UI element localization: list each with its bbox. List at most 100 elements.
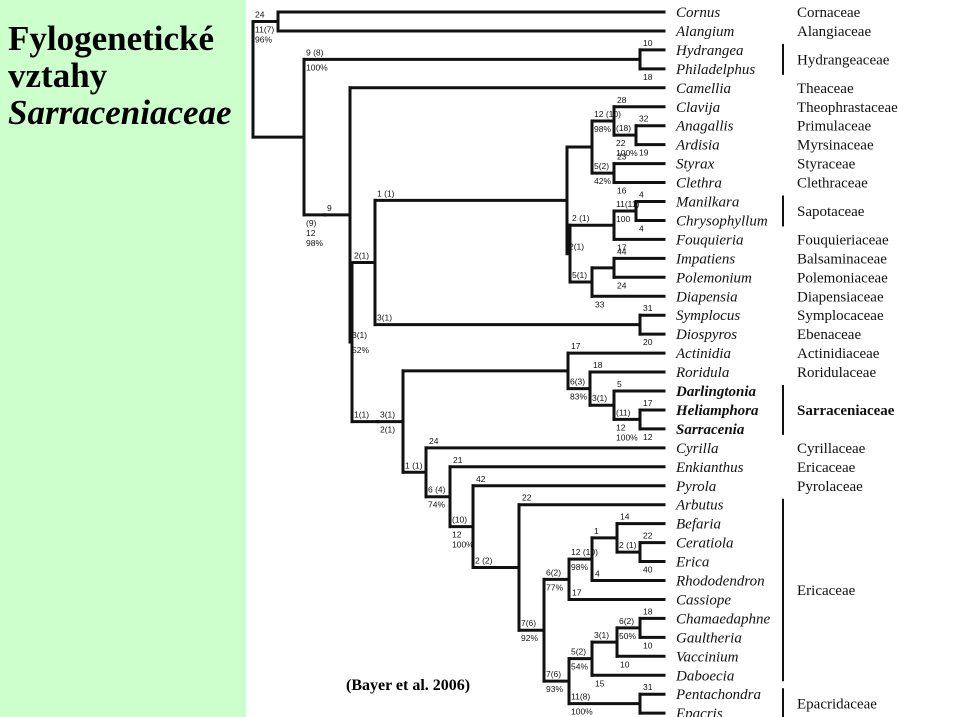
- taxon-label: Gaultheria: [676, 630, 742, 646]
- branch-support-label: 24: [617, 280, 627, 290]
- branch-support-label: 7(6): [521, 618, 536, 628]
- taxon-label: Vaccinium: [676, 649, 739, 665]
- taxon-label: Enkianthus: [675, 460, 744, 476]
- branch-support-label: 77%: [546, 582, 563, 592]
- branch-support-label: 17: [572, 587, 582, 597]
- taxon-label: Polemonium: [675, 270, 752, 286]
- family-label: Cyrillaceae: [797, 441, 866, 457]
- branch-support-label: 42%: [594, 176, 611, 186]
- page-title: Fylogenetické vztahy Sarraceniaceae: [8, 20, 232, 131]
- branch-support-label: 18: [643, 72, 653, 82]
- branch-support-label: 2(1): [380, 425, 395, 435]
- taxon-label: Symplocus: [676, 308, 740, 324]
- family-label: Sarraceniaceae: [797, 403, 895, 419]
- branch-support-label: 2(1): [569, 242, 584, 252]
- family-label: Styraceae: [797, 157, 856, 173]
- family-label: Theaceae: [797, 81, 854, 97]
- branch-support-label: 19: [639, 148, 649, 158]
- branch-support-label: 3(1): [377, 313, 392, 323]
- branch-support-label: 100%: [452, 540, 474, 550]
- family-label: Sapotaceae: [797, 204, 865, 220]
- branch-support-label: 2 (1): [619, 540, 637, 550]
- branch-support-label: 98%: [594, 124, 611, 134]
- branch-support-label: 92%: [521, 633, 538, 643]
- taxon-label: Chrysophyllum: [676, 213, 768, 229]
- taxon-label: Philadelphus: [675, 62, 755, 78]
- branch-support-label: 83%: [570, 392, 587, 402]
- branch-support-label: 11(8): [571, 692, 590, 702]
- branch-support-label: 24: [429, 436, 439, 446]
- branch-support-label: 12 (10): [571, 547, 598, 557]
- family-label: Polemoniaceae: [797, 270, 888, 286]
- branch-support-label: 6(3): [570, 377, 585, 387]
- branch-support-label: 24: [255, 9, 265, 19]
- taxon-label: Erica: [675, 555, 709, 571]
- taxon-label: Epacris: [675, 706, 723, 717]
- taxon-label: Rhododendron: [675, 574, 765, 590]
- branch-support-label: 17: [617, 242, 627, 252]
- family-label: Hydrangeaceae: [797, 52, 890, 68]
- branch-support-label: 31: [643, 303, 653, 313]
- family-label: Pyrolaceae: [797, 479, 863, 495]
- branch-support-label: 2(1): [354, 250, 369, 260]
- taxon-label: Pentachondra: [675, 687, 761, 703]
- branch-support-label: 100%: [571, 707, 593, 717]
- branch-support-label: 16: [617, 186, 627, 196]
- branch-support-label: 15: [595, 678, 605, 688]
- taxon-label: Daboecia: [675, 668, 734, 684]
- branch-support-label: (9): [306, 218, 317, 228]
- branch-support-label: 40: [643, 565, 653, 575]
- family-label: Primulaceae: [797, 119, 871, 135]
- branch-support-label: 9 (8): [306, 47, 324, 57]
- family-label: Theophrastaceae: [797, 100, 898, 116]
- taxon-label: Heliamphora: [675, 403, 759, 419]
- branch-support-label: 100%: [616, 148, 638, 158]
- branch-support-label: 14: [620, 512, 630, 522]
- branch-support-label: 4: [639, 190, 644, 200]
- taxon-label: Camellia: [676, 81, 731, 97]
- branch-support-label: 10: [643, 640, 653, 650]
- taxon-label: Styrax: [676, 157, 715, 173]
- branch-support-label: 1 (1): [377, 188, 395, 198]
- branch-support-label: (11): [616, 407, 631, 417]
- taxon-label: Ardisia: [675, 138, 720, 154]
- branch-support-label: 10: [643, 38, 653, 48]
- branch-support-label: 28: [617, 95, 627, 105]
- family-label: Diapensiaceae: [797, 289, 884, 305]
- branch-support-label: 98%: [571, 562, 588, 572]
- taxon-label: Darlingtonia: [675, 384, 757, 400]
- taxon-label: Hydrangea: [675, 43, 744, 59]
- branch-support-label: 74%: [428, 500, 445, 510]
- family-label: Ebenaceae: [797, 327, 861, 343]
- family-label: Balsaminaceae: [797, 251, 887, 267]
- family-label: Roridulaceae: [797, 365, 876, 381]
- branch-support-label: 23: [617, 152, 627, 162]
- family-label: Alangiaceae: [797, 24, 871, 40]
- branch-support-label: (18): [616, 123, 631, 133]
- branch-support-label: 5: [617, 379, 622, 389]
- branch-support-label: 12 (10): [594, 109, 621, 119]
- branch-support-label: 17: [643, 398, 653, 408]
- branch-support-label: 18: [593, 360, 603, 370]
- branch-support-label: 100: [616, 214, 630, 224]
- taxon-label: Alangium: [675, 24, 734, 40]
- branch-support-label: 17: [571, 341, 581, 351]
- branch-support-label: 11(7): [255, 24, 274, 34]
- branch-support-label: 3(1): [352, 330, 367, 340]
- family-label: Epacridaceae: [797, 697, 877, 713]
- taxon-label: Pyrola: [675, 479, 716, 495]
- branch-support-label: 21: [453, 455, 463, 465]
- branch-support-label: 96%: [255, 34, 272, 44]
- taxon-label: Diapensia: [675, 289, 738, 305]
- taxon-label: Roridula: [675, 365, 729, 381]
- family-label: Ericaceae: [797, 460, 856, 476]
- title-panel: Fylogenetické vztahy Sarraceniaceae: [0, 0, 246, 717]
- branch-support-label: 100%: [616, 432, 638, 442]
- branch-support-label: 1(1): [354, 410, 369, 420]
- taxon-label: Manilkara: [675, 195, 739, 211]
- branch-support-label: 32: [639, 114, 649, 124]
- taxon-label: Clavija: [676, 100, 720, 116]
- branch-support-label: 9: [327, 203, 332, 213]
- title-line-1: Fylogenetické: [8, 19, 215, 58]
- family-label: Cornaceae: [797, 5, 861, 21]
